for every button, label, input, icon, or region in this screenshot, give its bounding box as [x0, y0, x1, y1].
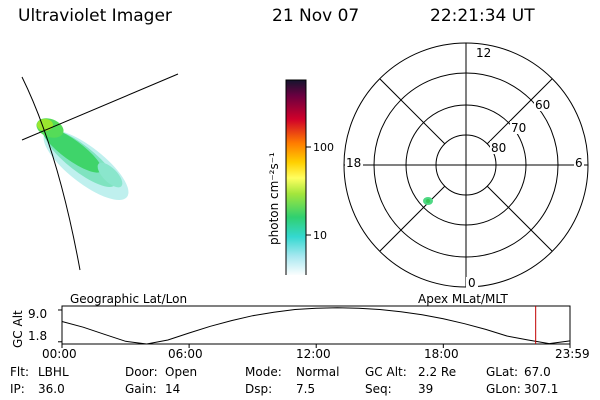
- lat-label-60: 60: [535, 98, 550, 112]
- footer-value: 67.0: [524, 365, 551, 379]
- date-label: 21 Nov 07: [272, 6, 360, 26]
- footer-key: Seq:: [365, 382, 392, 396]
- timeline-right-title: Apex MLat/MLT: [418, 292, 508, 306]
- colorbar-tick-label: 100: [313, 141, 334, 154]
- earth-limb-line: [21, 76, 81, 271]
- colorbar-unit-label: photon cm⁻²s⁻¹: [267, 152, 281, 245]
- y-axis-label: GC Alt: [11, 310, 25, 348]
- x-tick-label: 00:00: [42, 347, 77, 361]
- y-tick-label: 9.0: [28, 307, 47, 321]
- timeline-left-title: Geographic Lat/Lon: [70, 292, 187, 306]
- polar-plot: 12 0 18 6 60 70 80: [343, 42, 589, 290]
- terminator-line: [21, 73, 179, 141]
- mlt-label-noon: 12: [476, 46, 491, 60]
- lat-label-70: 70: [511, 121, 526, 135]
- x-tick-label: 12:00: [296, 347, 331, 361]
- polar-diagonal: [379, 185, 446, 252]
- colorbar-tick-label: 10: [313, 229, 327, 242]
- timeline-frame: [61, 305, 571, 345]
- footer-key: IP:: [10, 382, 25, 396]
- polar-diagonal: [379, 78, 446, 145]
- time-label: 22:21:34 UT: [430, 6, 535, 26]
- colorbar-gradient: [285, 79, 307, 275]
- instrument-title: Ultraviolet Imager: [18, 6, 172, 26]
- altitude-series-line: [61, 307, 571, 345]
- footer-key: GC Alt:: [365, 365, 407, 379]
- footer-key: Flt:: [10, 365, 29, 379]
- x-tick-label: 18:00: [424, 347, 459, 361]
- y-tick-label: 1.8: [28, 329, 47, 343]
- footer-value: 7.5: [296, 382, 316, 396]
- footer-value: LBHL: [38, 365, 69, 379]
- mlt-label-dusk: 18: [346, 156, 361, 170]
- footer-key: GLon:: [486, 382, 521, 396]
- footer-value: 2.2 Re: [418, 365, 457, 379]
- x-tick-label: 06:00: [168, 347, 203, 361]
- x-tick-label: 23:59: [555, 347, 590, 361]
- polar-emission-core: [426, 199, 430, 203]
- colorbar: 100 10 photon cm⁻²s⁻¹: [267, 79, 334, 275]
- footer-key: Door:: [125, 365, 158, 379]
- polar-diagonal: [486, 185, 553, 252]
- footer-value: 307.1: [524, 382, 559, 396]
- footer-value: Normal: [296, 365, 340, 379]
- geographic-image-panel: [21, 73, 179, 271]
- footer-value: Open: [165, 365, 198, 379]
- footer-key: GLat:: [486, 365, 519, 379]
- lat-label-80: 80: [491, 141, 506, 155]
- footer-value: 14: [165, 382, 181, 396]
- footer-value: 36.0: [38, 382, 65, 396]
- mlt-label-midnight: 0: [468, 276, 476, 290]
- footer-key: Dsp:: [245, 382, 273, 396]
- mlt-label-dawn: 6: [575, 156, 583, 170]
- altitude-timeline: Geographic Lat/Lon Apex MLat/MLT GC Alt …: [11, 292, 590, 361]
- footer-key: Mode:: [245, 365, 282, 379]
- polar-diagonal: [486, 78, 553, 145]
- footer-value: 39: [418, 382, 434, 396]
- footer-key: Gain:: [125, 382, 157, 396]
